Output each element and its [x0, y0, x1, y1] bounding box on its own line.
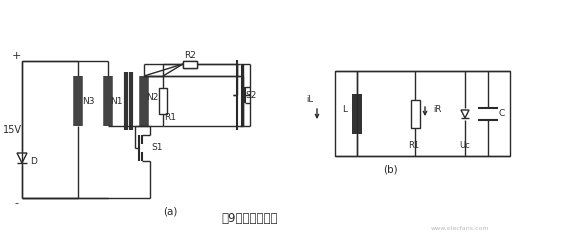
- Bar: [335, 71, 510, 156]
- Bar: [183, 60, 197, 67]
- Text: N2: N2: [146, 93, 158, 101]
- Bar: [159, 88, 167, 114]
- Text: Uc: Uc: [460, 142, 470, 151]
- Bar: [410, 100, 420, 128]
- Text: R1: R1: [164, 113, 176, 122]
- Text: (b): (b): [383, 165, 397, 175]
- Polygon shape: [17, 153, 27, 163]
- Text: iR: iR: [433, 105, 441, 114]
- Text: L: L: [343, 105, 347, 114]
- Text: www.elecfans.com: www.elecfans.com: [430, 226, 489, 231]
- Text: +: +: [11, 51, 21, 61]
- Text: 15V: 15V: [2, 125, 21, 135]
- Text: R2: R2: [184, 51, 196, 60]
- Text: N1: N1: [110, 97, 122, 105]
- Text: N3: N3: [82, 97, 94, 105]
- Text: (a): (a): [163, 207, 177, 217]
- Bar: [352, 94, 362, 134]
- Text: R1: R1: [409, 142, 420, 151]
- Text: -: -: [14, 198, 18, 208]
- Text: iL: iL: [307, 96, 313, 105]
- Text: 图9正激驱动电路: 图9正激驱动电路: [222, 211, 278, 224]
- Text: C: C: [499, 110, 505, 118]
- Polygon shape: [461, 110, 469, 118]
- Text: S2: S2: [245, 90, 257, 100]
- Text: S1: S1: [152, 143, 163, 152]
- Text: D: D: [30, 156, 37, 165]
- Bar: [183, 60, 197, 67]
